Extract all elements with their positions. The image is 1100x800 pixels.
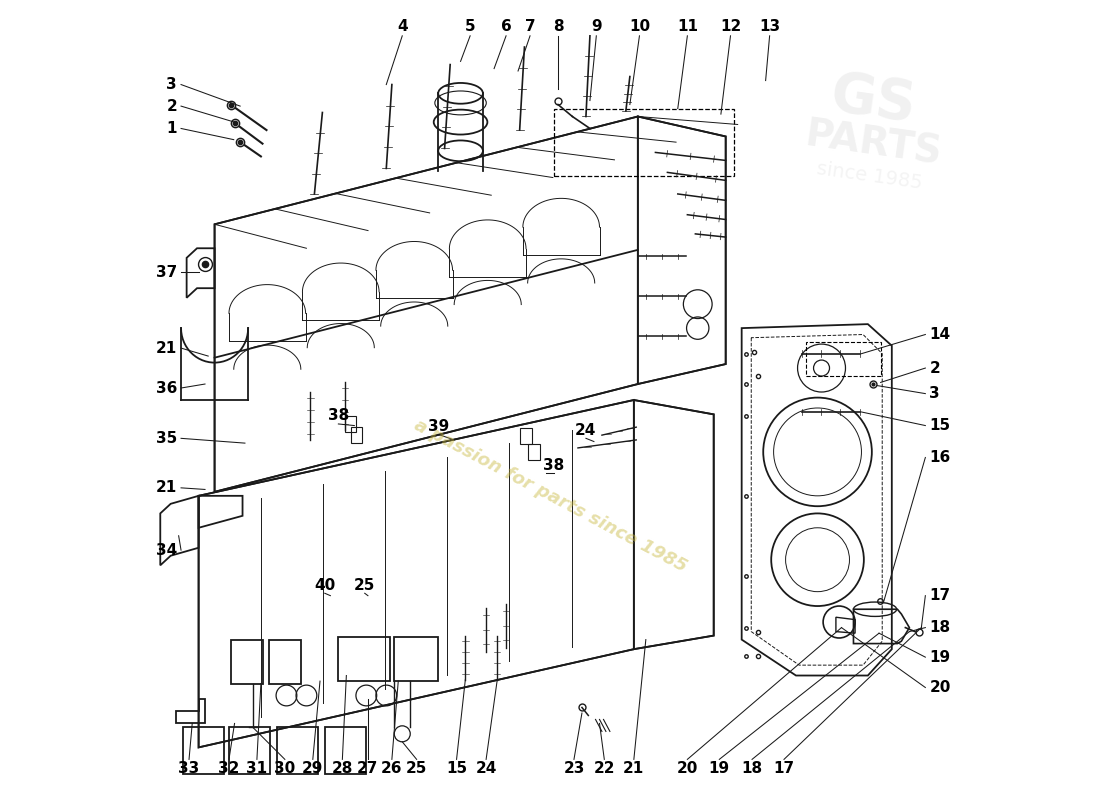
Text: 20: 20 [930,680,950,695]
Text: 19: 19 [930,650,950,665]
Text: 30: 30 [274,762,296,777]
Text: GS: GS [827,68,920,134]
Text: 18: 18 [741,762,762,777]
Text: 24: 24 [475,762,497,777]
Text: 31: 31 [246,762,267,777]
Text: 34: 34 [156,542,177,558]
Text: 40: 40 [315,578,336,593]
Text: PARTS: PARTS [803,116,944,173]
Text: 7: 7 [525,18,536,34]
Text: 38: 38 [328,409,349,423]
Text: 37: 37 [156,265,177,280]
Text: 2: 2 [930,361,940,375]
Text: 8: 8 [552,18,563,34]
Text: 11: 11 [676,18,697,34]
Text: 9: 9 [591,18,602,34]
Text: 17: 17 [930,588,950,603]
Text: 13: 13 [759,18,780,34]
Bar [231,639,263,683]
Text: 35: 35 [156,431,177,446]
Text: 32: 32 [218,762,240,777]
Bar [229,727,271,774]
Text: 25: 25 [354,578,375,593]
Text: 15: 15 [930,418,950,433]
Text: 36: 36 [156,381,177,395]
Text: 26: 26 [381,762,403,777]
Text: 1: 1 [166,121,177,136]
Bar [277,727,318,774]
Text: 3: 3 [930,386,940,401]
Text: 33: 33 [178,762,200,777]
Text: 25: 25 [406,762,427,777]
Text: 27: 27 [358,762,378,777]
Bar [324,727,366,774]
Bar [805,342,881,376]
Text: 21: 21 [156,341,177,355]
Text: 20: 20 [676,762,698,777]
Text: 24: 24 [575,423,596,438]
Bar [344,416,356,432]
Text: 10: 10 [629,18,650,34]
Text: 2: 2 [166,98,177,114]
Bar [554,109,734,176]
Bar [351,427,362,443]
Text: 6: 6 [500,18,512,34]
Text: 5: 5 [465,18,475,34]
Text: 15: 15 [446,762,468,777]
Text: 4: 4 [397,18,408,34]
Bar [183,727,224,774]
Text: 14: 14 [930,327,950,342]
Text: 17: 17 [773,762,794,777]
Text: a passion for parts since 1985: a passion for parts since 1985 [410,416,690,576]
Text: 12: 12 [719,18,741,34]
Text: 16: 16 [930,450,950,465]
Text: 23: 23 [563,762,584,777]
Bar [528,444,540,460]
Text: 3: 3 [166,77,177,92]
Text: since 1985: since 1985 [815,159,924,194]
Bar [520,428,531,444]
Text: 29: 29 [302,762,323,777]
Text: 18: 18 [930,620,950,635]
Bar [339,637,390,681]
Bar [394,637,438,681]
Text: 39: 39 [428,419,449,434]
Text: 22: 22 [594,762,615,777]
Bar [268,639,300,683]
Text: 38: 38 [543,458,564,473]
Text: 21: 21 [624,762,645,777]
Text: 19: 19 [708,762,730,777]
Text: 21: 21 [156,480,177,495]
Text: 28: 28 [332,762,353,777]
